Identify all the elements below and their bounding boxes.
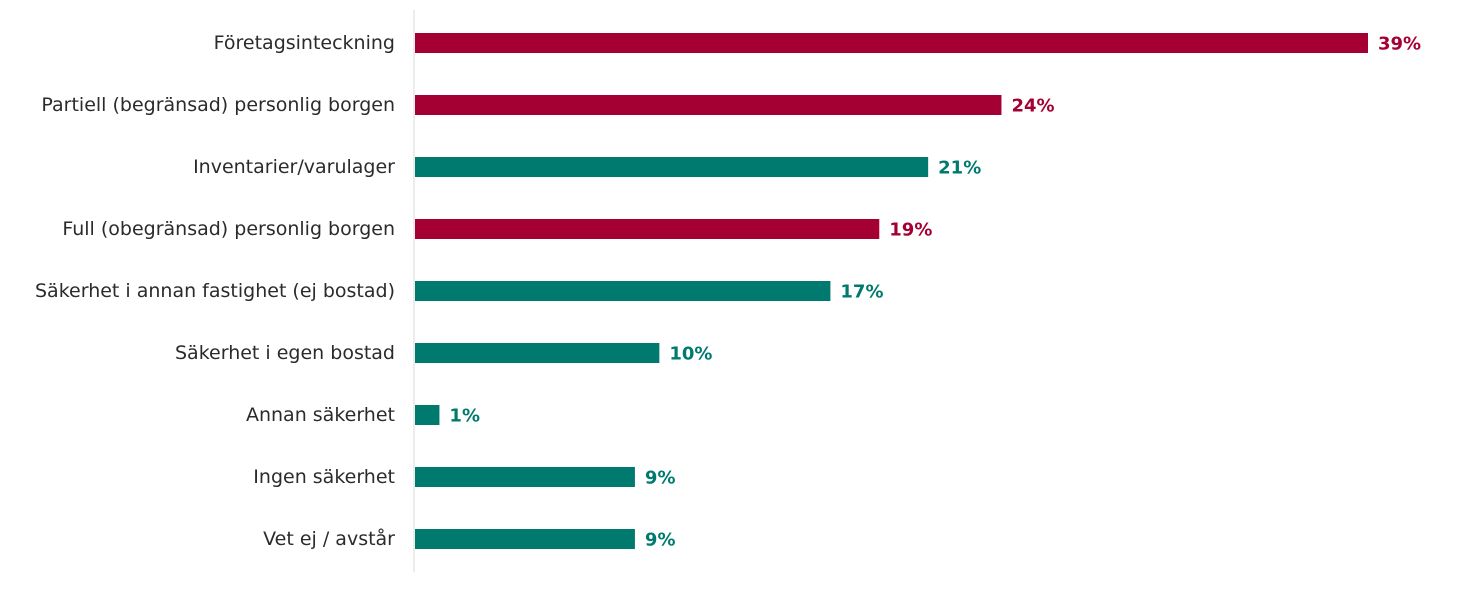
bar — [415, 281, 831, 301]
bar — [415, 157, 929, 177]
value-labels: 39% 24% 21% 19% 17% 10% 1% 9% 9% — [449, 34, 1421, 551]
value-label: 19% — [889, 220, 932, 241]
value-label: 1% — [449, 406, 480, 427]
bar — [415, 95, 1002, 115]
bars-group — [415, 33, 1368, 549]
value-label: 9% — [645, 530, 676, 551]
category-label: Säkerhet i annan fastighet (ej bostad) — [35, 280, 395, 302]
bar — [415, 219, 880, 239]
category-label: Ingen säkerhet — [253, 466, 395, 488]
category-label: Partiell (begränsad) personlig borgen — [41, 94, 395, 116]
bar — [415, 405, 440, 425]
category-label: Företagsinteckning — [214, 32, 395, 54]
category-label: Full (obegränsad) personlig borgen — [62, 218, 395, 240]
value-label: 24% — [1011, 96, 1054, 117]
value-label: 39% — [1378, 34, 1421, 55]
bar — [415, 33, 1368, 53]
category-labels: Företagsinteckning Partiell (begränsad) p… — [35, 32, 395, 550]
value-label: 9% — [645, 468, 676, 489]
category-label: Vet ej / avstår — [263, 527, 395, 550]
value-label: 10% — [669, 344, 712, 365]
value-label: 21% — [938, 158, 981, 179]
category-label: Annan säkerhet — [246, 404, 395, 426]
bar — [415, 467, 635, 487]
value-label: 17% — [840, 282, 883, 303]
bar — [415, 343, 660, 363]
category-label: Säkerhet i egen bostad — [175, 342, 395, 364]
bar — [415, 529, 635, 549]
category-label: Inventarier/varulager — [193, 156, 395, 178]
